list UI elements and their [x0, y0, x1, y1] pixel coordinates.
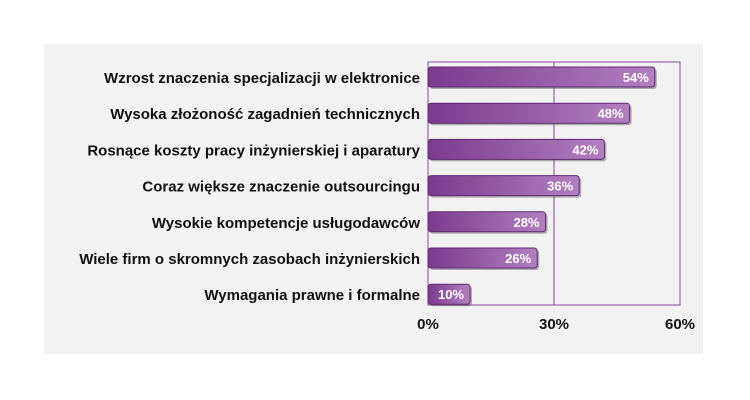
bar-4 — [427, 211, 547, 233]
category-labels-layer: Wzrost znaczenia specjalizacji w elektro… — [79, 70, 420, 304]
bar-value-label: 54% — [623, 70, 649, 85]
bar-0 — [427, 66, 656, 88]
bar-value-label: 26% — [505, 251, 531, 266]
category-label: Wysokie kompetencje usługodawców — [152, 215, 420, 232]
x-tick-label: 0% — [417, 316, 439, 333]
x-tick-labels-layer: 0% 30% 60% — [417, 316, 695, 333]
x-tick-label: 30% — [539, 316, 569, 333]
bar-6 — [427, 283, 471, 305]
category-label: Coraz większe znaczenie outsourcingu — [142, 179, 420, 196]
bar-value-label: 42% — [572, 142, 598, 157]
category-label: Wzrost znaczenia specjalizacji w elektro… — [104, 70, 420, 87]
bar-3 — [427, 175, 580, 197]
category-label: Wysoka złożoność zagadnień technicznych — [110, 106, 420, 123]
category-label: Wiele firm o skromnych zasobach inżynier… — [79, 251, 420, 268]
bar-2 — [427, 138, 605, 160]
x-tick-label: 60% — [665, 316, 695, 333]
chart-background-panel — [44, 44, 703, 354]
bar-5 — [427, 247, 538, 269]
category-label: Wymagania prawne i formalne — [204, 287, 420, 304]
bar-1 — [427, 102, 631, 124]
bar-value-label: 36% — [547, 179, 573, 194]
category-label: Rosnące koszty pracy inżynierskiej i apa… — [87, 142, 420, 159]
bar-value-label: 28% — [514, 215, 540, 230]
bar-value-label: 48% — [598, 106, 624, 121]
bars-layer: 54% 48% 42% 36% 28% 26% 10% — [427, 66, 657, 307]
bar-value-label: 10% — [438, 287, 464, 302]
